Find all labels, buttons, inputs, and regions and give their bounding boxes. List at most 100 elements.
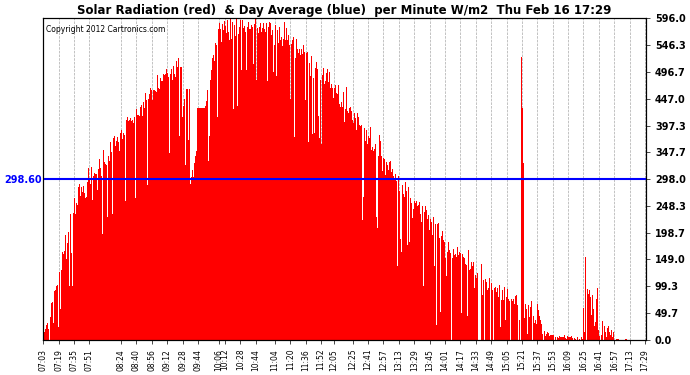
Bar xyxy=(474,288,475,340)
Bar xyxy=(287,40,288,340)
Bar xyxy=(437,223,439,340)
Bar xyxy=(179,136,180,340)
Bar xyxy=(224,21,226,340)
Bar xyxy=(383,158,384,340)
Bar xyxy=(523,163,524,340)
Bar xyxy=(364,128,365,340)
Bar xyxy=(285,40,286,340)
Bar xyxy=(238,34,239,340)
Bar xyxy=(448,242,449,340)
Bar xyxy=(376,217,377,340)
Bar xyxy=(306,53,307,340)
Bar xyxy=(606,337,607,340)
Bar xyxy=(604,326,605,340)
Bar xyxy=(598,330,600,340)
Bar xyxy=(209,136,210,340)
Bar xyxy=(491,284,492,340)
Bar xyxy=(512,301,513,340)
Bar xyxy=(557,338,558,340)
Bar xyxy=(219,30,221,340)
Bar xyxy=(141,116,143,340)
Bar xyxy=(560,338,561,340)
Bar xyxy=(537,304,538,340)
Bar xyxy=(568,337,569,340)
Bar xyxy=(268,22,270,340)
Bar xyxy=(435,224,436,340)
Bar xyxy=(502,290,503,340)
Bar xyxy=(90,184,91,340)
Bar xyxy=(168,153,170,340)
Bar xyxy=(275,25,276,340)
Bar xyxy=(588,294,589,340)
Bar xyxy=(127,117,128,340)
Bar xyxy=(535,320,536,340)
Bar xyxy=(355,118,356,340)
Bar xyxy=(486,282,487,340)
Bar xyxy=(45,328,46,340)
Bar xyxy=(349,108,351,340)
Bar xyxy=(385,176,386,340)
Bar xyxy=(395,195,397,340)
Bar xyxy=(160,78,161,340)
Bar xyxy=(381,156,382,340)
Bar xyxy=(121,132,123,340)
Bar xyxy=(134,117,135,340)
Bar xyxy=(574,338,575,340)
Bar xyxy=(193,177,194,340)
Bar xyxy=(282,46,283,340)
Bar xyxy=(200,108,201,340)
Bar xyxy=(617,339,618,340)
Bar xyxy=(329,72,330,340)
Bar xyxy=(135,198,136,340)
Bar xyxy=(457,247,458,340)
Bar xyxy=(92,176,94,340)
Bar xyxy=(43,332,45,340)
Bar xyxy=(58,327,59,340)
Bar xyxy=(338,86,339,340)
Bar xyxy=(66,259,67,340)
Bar xyxy=(81,187,82,340)
Bar xyxy=(211,70,212,340)
Bar xyxy=(185,165,186,340)
Bar xyxy=(290,44,292,340)
Bar xyxy=(361,124,362,340)
Bar xyxy=(263,23,264,340)
Bar xyxy=(278,42,279,340)
Bar xyxy=(159,89,160,340)
Bar xyxy=(586,289,588,340)
Bar xyxy=(595,322,596,340)
Bar xyxy=(528,305,529,340)
Bar xyxy=(522,108,523,340)
Bar xyxy=(607,328,608,340)
Bar xyxy=(342,107,343,340)
Bar xyxy=(311,56,312,340)
Bar xyxy=(116,141,117,340)
Bar xyxy=(504,287,505,340)
Bar xyxy=(206,100,207,340)
Bar xyxy=(70,254,72,340)
Bar xyxy=(402,185,403,340)
Bar xyxy=(434,266,435,340)
Bar xyxy=(46,323,48,340)
Bar xyxy=(380,141,381,340)
Bar xyxy=(373,151,375,340)
Bar xyxy=(277,30,278,340)
Bar xyxy=(531,301,532,340)
Bar xyxy=(100,168,101,340)
Bar xyxy=(56,286,57,340)
Bar xyxy=(317,116,319,340)
Bar xyxy=(332,88,333,340)
Bar xyxy=(64,252,65,340)
Bar xyxy=(561,337,562,340)
Bar xyxy=(180,67,181,340)
Bar xyxy=(213,55,214,340)
Bar xyxy=(398,176,400,340)
Bar xyxy=(509,301,510,340)
Bar xyxy=(69,286,70,340)
Bar xyxy=(420,295,422,340)
Title: Solar Radiation (red)  & Day Average (blue)  per Minute W/m2  Thu Feb 16 17:29: Solar Radiation (red) & Day Average (blu… xyxy=(77,4,612,17)
Bar xyxy=(440,312,441,340)
Bar xyxy=(591,295,593,340)
Bar xyxy=(133,123,134,340)
Bar xyxy=(527,334,528,340)
